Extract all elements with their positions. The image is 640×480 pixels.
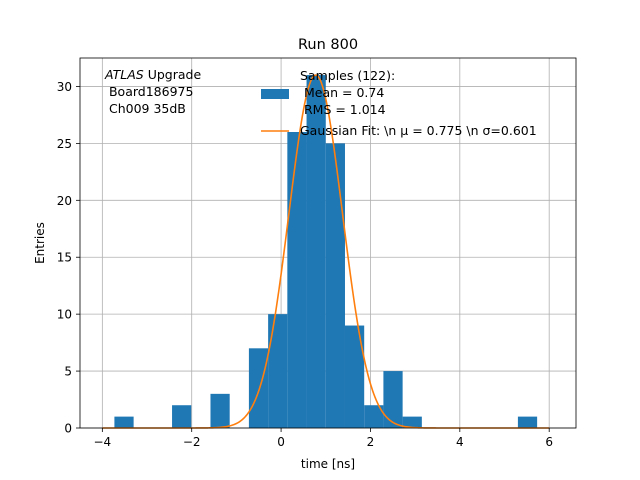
x-tick-label: 4 <box>456 435 464 449</box>
histogram-bar <box>248 348 269 428</box>
x-tick-label: 6 <box>545 435 553 449</box>
annotation-line-2: Board186975 <box>105 84 193 99</box>
legend-samples-line-3: RMS = 1.014 <box>300 102 386 117</box>
x-tick-label: 0 <box>277 435 285 449</box>
legend-patch-samples <box>261 89 289 99</box>
x-tick-label: −2 <box>183 435 201 449</box>
y-tick-label: 0 <box>64 422 72 436</box>
histogram-bar <box>114 416 134 428</box>
histogram-bar <box>325 143 345 428</box>
y-axis-label: Entries <box>33 222 47 264</box>
y-tick-label: 15 <box>57 251 72 265</box>
atlas-italic: ATLAS <box>104 67 144 82</box>
y-tick-label: 30 <box>57 80 72 94</box>
histogram-bar <box>268 314 288 428</box>
y-tick-label: 10 <box>57 308 72 322</box>
legend: Samples (122): Mean = 0.74 RMS = 1.014 G… <box>261 68 537 138</box>
histogram-bar <box>344 325 365 428</box>
plot-frame <box>79 57 577 429</box>
histogram-bars <box>114 75 538 429</box>
x-axis-label: time [ns] <box>301 457 355 471</box>
histogram-bar <box>383 371 403 428</box>
annotation-line-3: Ch009 35dB <box>105 101 186 116</box>
histogram-bar <box>172 405 192 428</box>
chart-title: Run 800 <box>298 37 358 53</box>
histogram-bar <box>517 416 538 428</box>
atlas-annotation: ATLAS Upgrade Board186975 Ch009 35dB <box>104 67 201 116</box>
histogram-bar <box>287 132 307 428</box>
y-tick-label: 20 <box>57 194 72 208</box>
legend-fit-label: Gaussian Fit: \n μ = 0.775 \n σ=0.601 <box>300 123 537 138</box>
annotation-line-1: ATLAS Upgrade <box>104 67 201 82</box>
histogram-bar <box>306 75 326 429</box>
axis-ticks: −4 −2 0 2 4 6 0 5 10 15 20 25 30 <box>57 80 553 449</box>
histogram-bar <box>402 416 422 428</box>
legend-samples-line-2: Mean = 0.74 <box>300 85 384 100</box>
x-tick-label: 2 <box>367 435 375 449</box>
histogram-bar <box>210 393 230 428</box>
x-tick-label: −4 <box>93 435 111 449</box>
y-tick-label: 5 <box>64 365 72 379</box>
histogram-bar <box>364 405 384 428</box>
legend-samples-line-1: Samples (122): <box>300 68 395 83</box>
y-tick-label: 25 <box>57 137 72 151</box>
